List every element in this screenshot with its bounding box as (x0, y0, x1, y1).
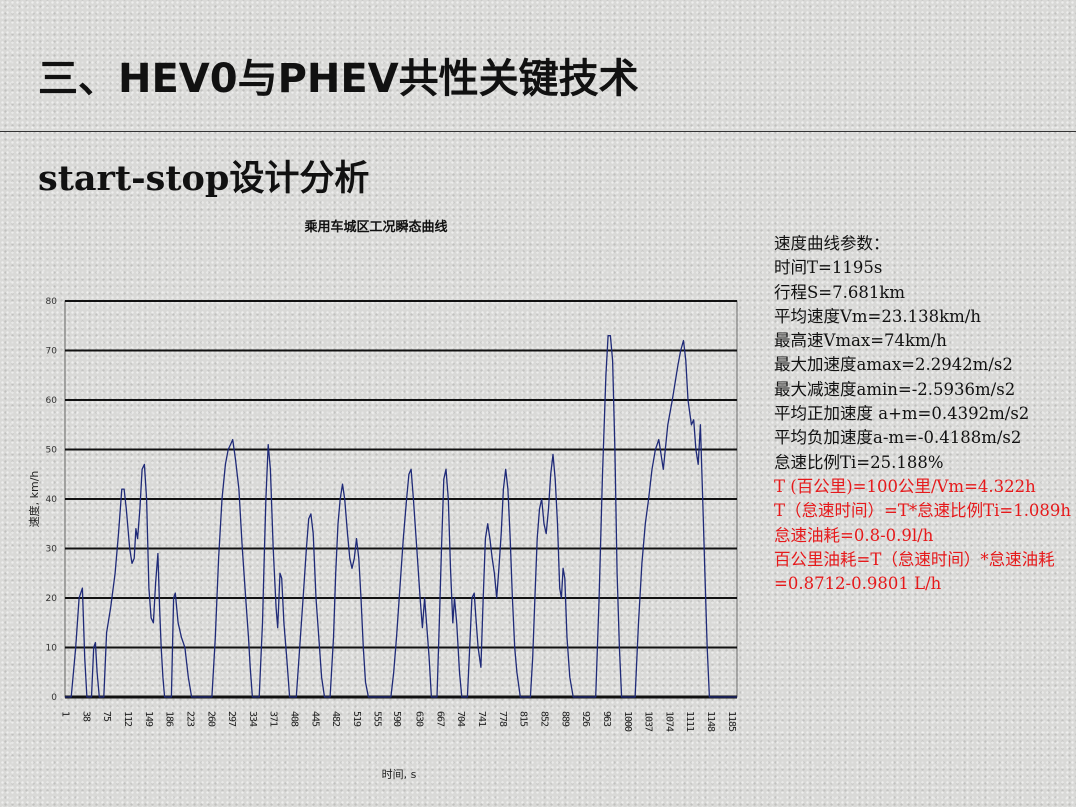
y-axis-label: 速度, km/h (27, 471, 41, 528)
x-tick-label: 445 (309, 711, 320, 727)
y-tick-label: 40 (46, 495, 58, 505)
x-tick-label: 741 (476, 711, 487, 727)
y-tick-label: 50 (46, 446, 58, 456)
fuel-calc-list: T (百公里)=100公里/Vm=4.322h T（怠速时间）=T*怠速比例Ti=… (774, 475, 1072, 596)
parameter-line: 最高速Vmax=74km/h (774, 331, 947, 351)
slide-title: 三、HEV0与PHEV共性关键技术 (38, 56, 639, 102)
x-tick-label: 112 (122, 711, 133, 727)
parameter-line: 平均正加速度 a+m=0.4392m/s2 (774, 404, 1030, 424)
parameter-line: 平均负加速度a-m=-0.4188m/s2 (774, 428, 1022, 448)
y-tick-label: 10 (46, 644, 58, 654)
title-divider (0, 131, 1076, 132)
x-tick-label: 223 (184, 711, 195, 727)
x-tick-label: 482 (330, 711, 341, 727)
x-tick-label: 630 (414, 711, 425, 727)
fuel-calc-line: 怠速油耗=0.8-0.9l/h (774, 525, 934, 545)
y-tick-label: 0 (51, 693, 57, 703)
x-tick-label: 408 (289, 711, 300, 727)
fuel-calc-line: T（怠速时间）=T*怠速比例Ti=1.089h (774, 501, 1072, 521)
x-tick-label: 852 (538, 711, 549, 727)
y-tick-label: 20 (46, 594, 58, 604)
parameter-line: 怠速比例Ti=25.188% (774, 452, 944, 472)
x-tick-label: 334 (247, 711, 258, 727)
y-tick-label: 60 (46, 396, 58, 406)
x-axis-label: 时间, s (382, 768, 417, 781)
x-tick-label: 1074 (663, 711, 674, 732)
y-tick-label: 70 (46, 347, 58, 357)
slide-subtitle: start-stop设计分析 (38, 158, 370, 199)
chart-title: 乘用车城区工况瞬态曲线 (303, 219, 447, 235)
x-tick-label: 704 (455, 711, 466, 727)
parameter-line: 平均速度Vm=23.138km/h (774, 306, 981, 326)
x-tick-label: 555 (371, 711, 382, 727)
x-tick-label: 38 (80, 711, 91, 722)
x-tick-label: 1185 (726, 711, 737, 732)
parameter-line: 最大减速度amin=-2.5936m/s2 (774, 379, 1016, 399)
x-tick-label: 590 (391, 711, 402, 727)
curve-parameters-panel: 速度曲线参数： 时间T=1195s 行程S=7.681km 平均速度Vm=23.138… (774, 232, 1072, 596)
parameter-line: 时间T=1195s (774, 258, 883, 278)
y-tick-label: 80 (46, 297, 58, 307)
x-tick-label: 926 (580, 711, 591, 727)
y-tick-label: 30 (46, 545, 58, 555)
parameter-line: 速度曲线参数： (774, 234, 890, 253)
x-tick-label: 778 (497, 711, 508, 727)
x-tick-label: 963 (601, 711, 612, 727)
parameter-line: 最大加速度amax=2.2942m/s2 (774, 355, 1013, 375)
speed-curve-chart: 0 10 20 30 40 50 60 70 80 1 38 75 112 149 186 223 260 297… (27, 219, 738, 781)
x-tick-label: 519 (351, 711, 362, 727)
fuel-calc-line: T (百公里)=100公里/Vm=4.322h (774, 476, 1036, 496)
x-tick-label: 815 (518, 711, 529, 727)
x-tick-label: 1000 (622, 711, 633, 732)
x-tick-label: 889 (559, 711, 570, 727)
fuel-calc-line: 百公里油耗=T（怠速时间）*怠速油耗=0.8712-0.9801 L/h (774, 549, 1055, 594)
x-tick-label: 297 (226, 711, 237, 727)
x-tick-label: 260 (205, 711, 216, 727)
x-tick-label: 1148 (705, 711, 716, 732)
x-tick-label: 371 (268, 711, 279, 727)
x-tick-label: 149 (143, 711, 154, 727)
x-tick-label: 186 (164, 711, 175, 727)
x-tick-label: 1 (60, 711, 71, 717)
parameter-line: 行程S=7.681km (774, 282, 906, 302)
x-tick-label: 667 (434, 711, 445, 727)
x-tick-label: 75 (101, 711, 112, 722)
x-tick-label: 1111 (684, 711, 695, 732)
x-tick-label: 1037 (643, 711, 654, 732)
speed-series-line (65, 335, 737, 698)
parameter-list: 速度曲线参数： 时间T=1195s 行程S=7.681km 平均速度Vm=23.138… (774, 232, 1072, 475)
